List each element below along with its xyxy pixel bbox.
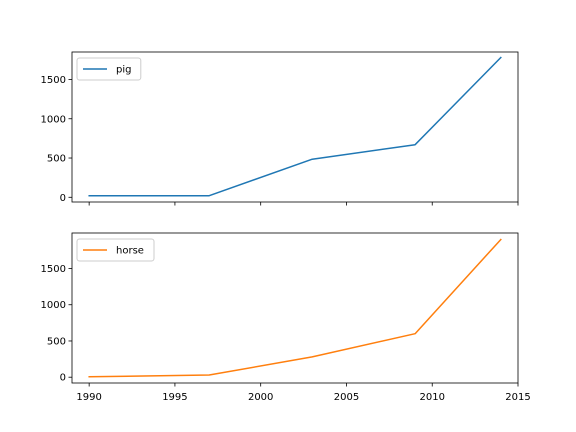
- x-tick-label: 1990: [76, 392, 101, 403]
- axes-2: 0 500 1000 1500 1990 1995 2000 2005 2010 2015 hors…: [41, 232, 531, 403]
- x-tick-label: 1995: [162, 392, 187, 403]
- axes-frame: [71, 232, 519, 384]
- y-tick-label: 0: [60, 193, 66, 204]
- y-tick-label: 1500: [41, 264, 66, 275]
- legend-label-horse: horse: [116, 246, 144, 257]
- y-tick-label: 500: [47, 336, 66, 347]
- axes-frame: [71, 51, 519, 203]
- x-tick-label: 2010: [420, 392, 445, 403]
- y-tick-label: 1000: [41, 300, 66, 311]
- y-tick-label: 1000: [41, 114, 66, 125]
- legend-label-pig: pig: [116, 65, 131, 76]
- legend: horse: [76, 238, 155, 262]
- legend: pig: [76, 57, 142, 81]
- x-tick-label: 2000: [248, 392, 273, 403]
- y-tick-label: 0: [60, 373, 66, 384]
- legend-box: [76, 57, 142, 81]
- axes-1: 0 500 1000 1500 pig: [41, 51, 519, 206]
- y-tick-label: 1500: [41, 75, 66, 86]
- legend-box: [76, 238, 155, 262]
- series-line-pig: [88, 56, 502, 197]
- x-tick-label: 2015: [505, 392, 530, 403]
- x-tick-label: 2005: [334, 392, 359, 403]
- y-tick-label: 500: [47, 154, 66, 165]
